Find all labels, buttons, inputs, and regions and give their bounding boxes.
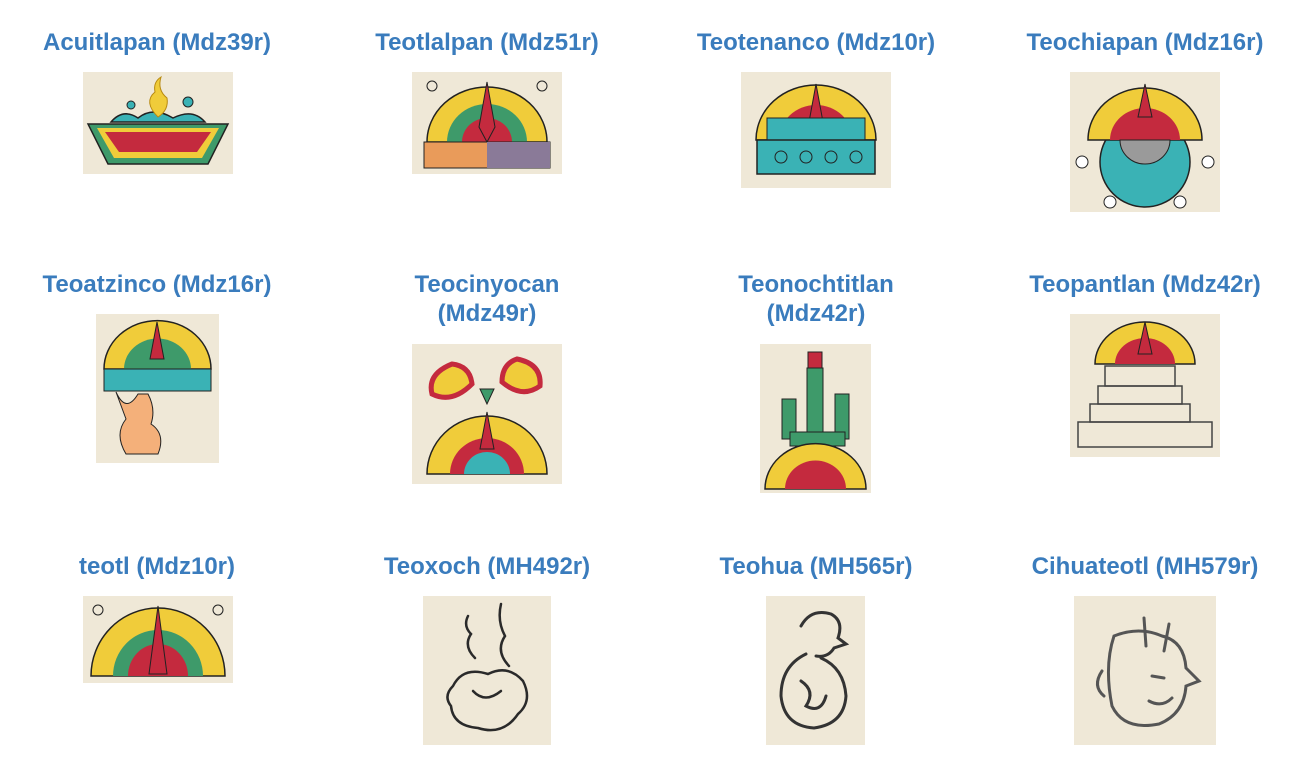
glyph-image-teocinyocan [412, 344, 562, 484]
glyph-title: Teohua (MH565r) [719, 553, 913, 580]
glyph-title: Teochiapan (Mdz16r) [1026, 29, 1264, 56]
glyph-title: Teoxoch (MH492r) [383, 553, 591, 580]
glyph-title-line-2: (Mdz42r) [766, 300, 866, 327]
glyph-title: Teoatzinco (Mdz16r) [42, 271, 272, 298]
glyph-title-line-1: Teonochtitlan [738, 271, 894, 298]
glyph-card-teotl: teotl (Mdz10r) [27, 552, 287, 581]
glyph-card-teohua: Teohua (MH565r) [686, 552, 946, 581]
glyph-title: Acuitlapan (Mdz39r) [42, 29, 272, 56]
glyph-title: Teopantlan (Mdz42r) [1029, 271, 1261, 298]
glyph-card-teocinyocan: Teocinyocan (Mdz49r) [357, 270, 617, 328]
glyph-card-acuitlapan: Acuitlapan (Mdz39r) [27, 28, 287, 57]
glyph-card-teoatzinco: Teoatzinco (Mdz16r) [27, 270, 287, 299]
glyph-card-teochiapan: Teochiapan (Mdz16r) [1015, 28, 1275, 57]
glyph-title: teotl (Mdz10r) [79, 553, 235, 580]
glyph-card-cihuateotl: Cihuateotl (MH579r) [1015, 552, 1275, 581]
glyph-card-teotenanco: Teotenanco (Mdz10r) [686, 28, 946, 57]
glyph-image-teotlalpan [412, 72, 562, 174]
glyph-image-cihuateotl [1074, 596, 1216, 745]
glyph-title: Teotenanco (Mdz10r) [696, 29, 936, 56]
glyph-image-teohua [766, 596, 865, 745]
glyph-card-teoxoch: Teoxoch (MH492r) [357, 552, 617, 581]
glyph-card-teotlalpan: Teotlalpan (Mdz51r) [357, 28, 617, 57]
glyph-image-teoxoch [423, 596, 551, 745]
glyph-image-teopantlan [1070, 314, 1220, 457]
glyph-title-line-1: Teocinyocan [414, 271, 560, 298]
glyph-card-teonochtitlan: Teonochtitlan (Mdz42r) [686, 270, 946, 328]
glyph-image-teonochtitlan [760, 344, 871, 493]
glyph-title: Teotlalpan (Mdz51r) [375, 29, 599, 56]
glyph-card-teopantlan: Teopantlan (Mdz42r) [1015, 270, 1275, 299]
glyph-image-teotenanco [741, 72, 891, 188]
glyph-image-teoatzinco [96, 314, 219, 463]
glyph-image-acuitlapan [83, 72, 233, 174]
glyph-title-line-2: (Mdz49r) [437, 300, 537, 327]
glyph-image-teotl [83, 596, 233, 683]
glyph-title: Cihuateotl (MH579r) [1031, 553, 1259, 580]
glyph-image-teochiapan [1070, 72, 1220, 212]
